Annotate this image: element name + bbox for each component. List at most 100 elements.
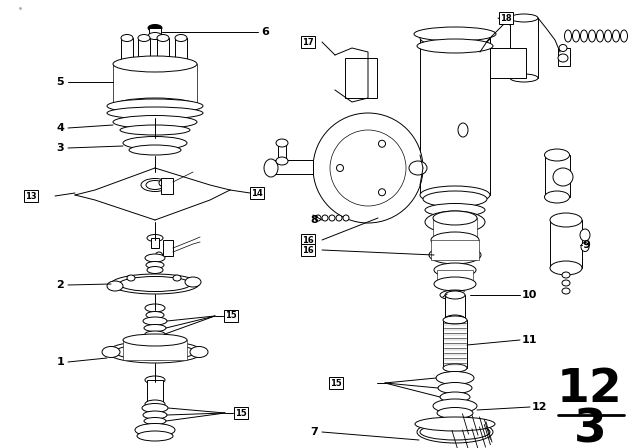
Ellipse shape [113, 98, 197, 114]
Ellipse shape [107, 341, 203, 363]
Ellipse shape [581, 242, 589, 251]
Ellipse shape [612, 30, 620, 42]
Ellipse shape [343, 215, 349, 221]
Ellipse shape [440, 392, 470, 402]
Ellipse shape [115, 344, 195, 360]
Bar [113, 64, 197, 106]
Ellipse shape [420, 29, 490, 47]
Ellipse shape [431, 232, 479, 248]
Ellipse shape [148, 33, 162, 39]
Ellipse shape [545, 191, 570, 203]
Ellipse shape [425, 203, 485, 216]
Ellipse shape [135, 423, 175, 436]
Ellipse shape [337, 164, 344, 172]
Bar [550, 220, 582, 268]
Ellipse shape [425, 211, 485, 233]
Bar [161, 178, 173, 194]
Ellipse shape [415, 417, 495, 431]
Ellipse shape [589, 30, 595, 42]
Ellipse shape [564, 30, 572, 42]
Ellipse shape [443, 364, 467, 372]
Text: 13: 13 [25, 191, 36, 201]
Ellipse shape [414, 27, 496, 41]
Ellipse shape [121, 34, 133, 42]
Ellipse shape [146, 181, 164, 190]
Ellipse shape [157, 60, 169, 68]
Bar [433, 218, 477, 238]
Text: 3: 3 [56, 143, 64, 153]
Ellipse shape [559, 44, 567, 52]
Ellipse shape [144, 418, 166, 425]
Bar [163, 240, 173, 256]
Ellipse shape [445, 315, 465, 323]
Ellipse shape [123, 137, 187, 150]
Ellipse shape [573, 30, 579, 42]
Bar [437, 270, 473, 284]
Text: 10: 10 [522, 290, 538, 300]
Text: 18: 18 [500, 13, 511, 22]
Ellipse shape [458, 123, 468, 137]
Ellipse shape [329, 215, 335, 221]
Ellipse shape [621, 30, 627, 42]
Ellipse shape [123, 334, 187, 346]
Ellipse shape [434, 277, 476, 291]
Ellipse shape [433, 399, 477, 413]
Text: 4: 4 [56, 123, 64, 133]
Ellipse shape [119, 276, 191, 292]
Ellipse shape [159, 180, 167, 186]
Text: 15: 15 [235, 409, 247, 418]
Ellipse shape [111, 274, 199, 294]
Ellipse shape [107, 281, 123, 291]
Ellipse shape [433, 211, 477, 225]
Bar [558, 48, 570, 66]
Ellipse shape [144, 324, 166, 332]
Ellipse shape [434, 263, 476, 277]
Ellipse shape [580, 30, 588, 42]
Ellipse shape [605, 30, 611, 42]
Ellipse shape [596, 30, 604, 42]
Text: 2: 2 [56, 280, 64, 290]
Ellipse shape [156, 252, 163, 258]
Text: 5: 5 [56, 77, 64, 87]
Ellipse shape [113, 56, 197, 72]
Ellipse shape [145, 304, 165, 312]
Bar [147, 380, 163, 404]
Ellipse shape [437, 408, 473, 418]
Ellipse shape [142, 404, 168, 413]
Ellipse shape [145, 331, 165, 337]
Ellipse shape [148, 25, 162, 31]
Bar [510, 18, 538, 78]
Text: 12: 12 [532, 402, 547, 412]
Ellipse shape [580, 229, 590, 241]
Ellipse shape [378, 189, 385, 196]
Ellipse shape [322, 215, 328, 221]
Ellipse shape [143, 411, 167, 419]
Text: 11: 11 [522, 335, 538, 345]
Ellipse shape [436, 371, 474, 384]
Text: 1: 1 [56, 357, 64, 367]
Ellipse shape [107, 107, 203, 119]
Bar [443, 320, 467, 368]
Bar [151, 238, 159, 248]
Ellipse shape [562, 272, 570, 278]
Ellipse shape [185, 277, 201, 287]
Ellipse shape [558, 54, 568, 62]
Ellipse shape [146, 311, 164, 319]
Ellipse shape [143, 317, 167, 325]
Text: 12: 12 [557, 367, 623, 413]
Ellipse shape [336, 215, 342, 221]
Bar [445, 295, 465, 319]
Ellipse shape [409, 161, 427, 175]
Ellipse shape [378, 140, 385, 147]
Bar [420, 38, 490, 195]
Ellipse shape [443, 316, 467, 324]
Circle shape [313, 113, 423, 223]
Ellipse shape [553, 168, 573, 186]
Ellipse shape [438, 383, 472, 393]
Text: 3: 3 [573, 408, 606, 448]
Text: 16: 16 [302, 236, 314, 245]
Bar [545, 155, 570, 197]
Ellipse shape [510, 14, 538, 22]
Ellipse shape [157, 34, 169, 42]
Bar [278, 143, 286, 161]
